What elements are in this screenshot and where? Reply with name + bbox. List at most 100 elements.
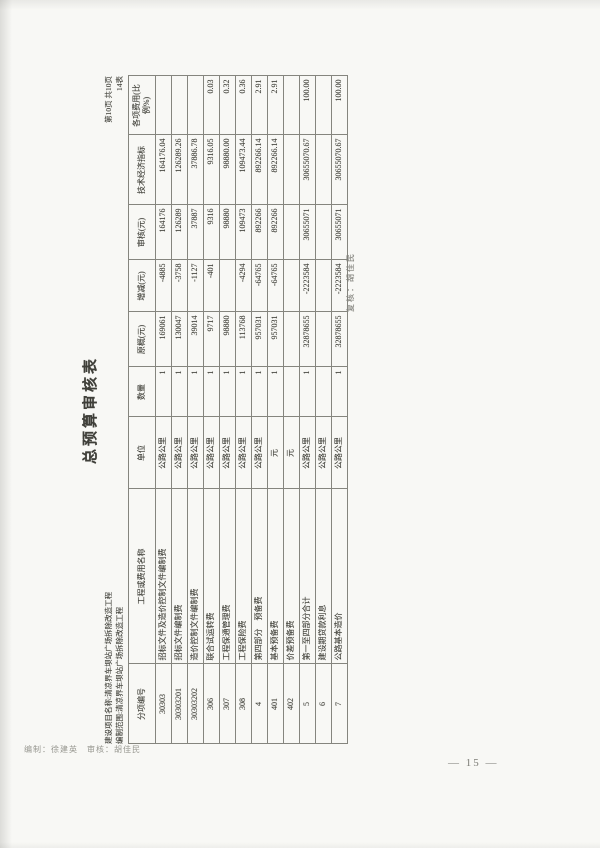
column-header: 单位 bbox=[128, 417, 156, 489]
table-cell: 2.91 bbox=[251, 76, 268, 135]
table-row: 401 基本预备费元 1 957031 -64765 892266 892266.14 2.9… bbox=[267, 76, 284, 744]
table-cell: 公路公里 bbox=[203, 417, 220, 489]
table-cell: 39014 bbox=[187, 312, 204, 367]
table-row: 30303202 造价控制文件编制费 公路公里 1 39014 -1127 37887 378… bbox=[187, 76, 204, 744]
table-cell: 1 bbox=[155, 367, 172, 417]
table-cell: 37886.78 bbox=[187, 135, 204, 205]
table-cell: -401 bbox=[203, 260, 220, 312]
table-cell bbox=[283, 76, 300, 135]
page-info: 第10页 共10页 bbox=[104, 76, 113, 123]
table-cell: 4 bbox=[251, 664, 268, 744]
table-cell: 169061 bbox=[155, 312, 172, 367]
project-name-line: 建设项目名称:清凉界车坝站广场拆除改造工程 bbox=[104, 591, 113, 744]
table-header-row: 分项编号 工程或费用名称 单位 数量 原概(元) 增减(元) 审核(元) 技术经济指标 各项费用… bbox=[128, 76, 156, 744]
column-header: 工程或费用名称 bbox=[128, 489, 156, 664]
table-cell: 公路公里 bbox=[219, 417, 236, 489]
reviewer-signature: 复核：胡佳民 bbox=[346, 252, 355, 312]
rotated-sheet-region: 总预算审核表 建设项目名称:清凉界车坝站广场拆除改造工程 编制范围:清凉界车坝站… bbox=[82, 74, 360, 746]
table-row: 30303 招标文件及造价控制文件编制费 公路公里 1 169061 -4885 16417… bbox=[155, 76, 172, 744]
table-cell: 30303201 bbox=[171, 664, 188, 744]
table-cell: 957031 bbox=[251, 312, 268, 367]
table-row: 4 第四部分 预备费 公路公里 1 957031 -64765 892266 892266.1… bbox=[251, 76, 268, 744]
column-header: 技术经济指标 bbox=[128, 135, 156, 205]
table-cell: 公路公里 bbox=[251, 417, 268, 489]
table-cell: 164176.04 bbox=[155, 135, 172, 205]
table-cell: 0.36 bbox=[235, 76, 252, 135]
table-row: 30303201 招标文件编制费 公路公里 1 130047 -3758 126289 126… bbox=[171, 76, 188, 744]
table-cell: 892266.14 bbox=[251, 135, 268, 205]
table-cell bbox=[315, 76, 332, 135]
table-cell: 32878655 bbox=[331, 312, 348, 367]
table-cell: 9316.05 bbox=[203, 135, 220, 205]
table-cell: 公路公里 bbox=[299, 417, 316, 489]
table-cell: 工程保通管理费 bbox=[219, 489, 236, 664]
table-cell: 1 bbox=[331, 367, 348, 417]
table-cell: 892266 bbox=[267, 205, 284, 260]
table-cell: 1 bbox=[235, 367, 252, 417]
table-cell: 98880 bbox=[219, 205, 236, 260]
table-cell: 892266 bbox=[251, 205, 268, 260]
table-cell bbox=[283, 260, 300, 312]
table-cell: 招标文件编制费 bbox=[171, 489, 188, 664]
table-cell bbox=[315, 135, 332, 205]
budget-audit-table: 分项编号 工程或费用名称 单位 数量 原概(元) 增减(元) 审核(元) 技术经济指标 各项费用… bbox=[127, 75, 348, 745]
table-cell: 100.00 bbox=[299, 76, 316, 135]
table-cell: 价差预备费 bbox=[283, 489, 300, 664]
table-row: 5 第一至四部分合计 公路公里 1 32878655 -2223584 30655071 30… bbox=[299, 76, 316, 744]
table-row: 306 联合试运转费 公路公里 1 9717 -401 9316 9316.05 0.03 bbox=[203, 76, 220, 744]
table-cell bbox=[283, 135, 300, 205]
table-cell: 30655070.67 bbox=[331, 135, 348, 205]
table-cell: 造价控制文件编制费 bbox=[187, 489, 204, 664]
table-cell: -4294 bbox=[235, 260, 252, 312]
sheet-header-right: 第10页 共10页 14表 bbox=[104, 76, 126, 123]
table-cell: -64765 bbox=[267, 260, 284, 312]
budget-audit-sheet: 总预算审核表 建设项目名称:清凉界车坝站广场拆除改造工程 编制范围:清凉界车坝站… bbox=[82, 74, 360, 746]
table-cell: 401 bbox=[267, 664, 284, 744]
table-cell: 130047 bbox=[171, 312, 188, 367]
table-cell: -3758 bbox=[171, 260, 188, 312]
table-cell: 126289.26 bbox=[171, 135, 188, 205]
table-cell: 5 bbox=[299, 664, 316, 744]
table-row: 308 工程保险费 公路公里 1 113768 -4294 109473 109473.44 0… bbox=[235, 76, 252, 744]
scan-shadow-left bbox=[0, 0, 12, 848]
table-cell: 307 bbox=[219, 664, 236, 744]
column-header: 各项费用(比例%) bbox=[128, 76, 156, 135]
table-cell bbox=[315, 367, 332, 417]
table-cell: 9316 bbox=[203, 205, 220, 260]
table-cell: 32878655 bbox=[299, 312, 316, 367]
table-cell: 公路公里 bbox=[235, 417, 252, 489]
table-cell: 1 bbox=[203, 367, 220, 417]
table-cell: 30303 bbox=[155, 664, 172, 744]
table-cell: 0.32 bbox=[219, 76, 236, 135]
table-cell: 957031 bbox=[267, 312, 284, 367]
table-cell: 0.03 bbox=[203, 76, 220, 135]
table-cell: 1 bbox=[219, 367, 236, 417]
table-number: 14表 bbox=[114, 76, 124, 91]
table-cell: 1 bbox=[251, 367, 268, 417]
table-cell: -2223584 bbox=[299, 260, 316, 312]
table-cell: 109473 bbox=[235, 205, 252, 260]
column-header: 分项编号 bbox=[128, 664, 156, 744]
table-cell bbox=[155, 76, 172, 135]
table-cell: 公路公里 bbox=[187, 417, 204, 489]
table-cell: 1 bbox=[171, 367, 188, 417]
table-cell: 基本预备费 bbox=[267, 489, 284, 664]
sheet-header: 建设项目名称:清凉界车坝站广场拆除改造工程 编制范围:清凉界车坝站广场拆除改造工… bbox=[104, 76, 126, 744]
table-row: 307 工程保通管理费 公路公里 1 98880 98880 98880.00 0.32 bbox=[219, 76, 236, 744]
table-cell: 第四部分 预备费 bbox=[251, 489, 268, 664]
sheet-header-left: 建设项目名称:清凉界车坝站广场拆除改造工程 编制范围:清凉界车坝站广场拆除改造工… bbox=[104, 592, 126, 744]
table-cell: 第一至四部分合计 bbox=[299, 489, 316, 664]
table-cell: 164176 bbox=[155, 205, 172, 260]
table-cell: 109473.44 bbox=[235, 135, 252, 205]
table-cell: 37887 bbox=[187, 205, 204, 260]
table-cell: 工程保险费 bbox=[235, 489, 252, 664]
table-cell: 公路公里 bbox=[155, 417, 172, 489]
table-cell bbox=[283, 367, 300, 417]
table-cell bbox=[283, 312, 300, 367]
table-cell: -64765 bbox=[251, 260, 268, 312]
table-cell: 元 bbox=[267, 417, 284, 489]
table-cell: 30655070.67 bbox=[299, 135, 316, 205]
compile-scope-line: 编制范围:清凉界车坝站广场拆除改造工程 bbox=[114, 606, 124, 744]
table-cell: -1127 bbox=[187, 260, 204, 312]
